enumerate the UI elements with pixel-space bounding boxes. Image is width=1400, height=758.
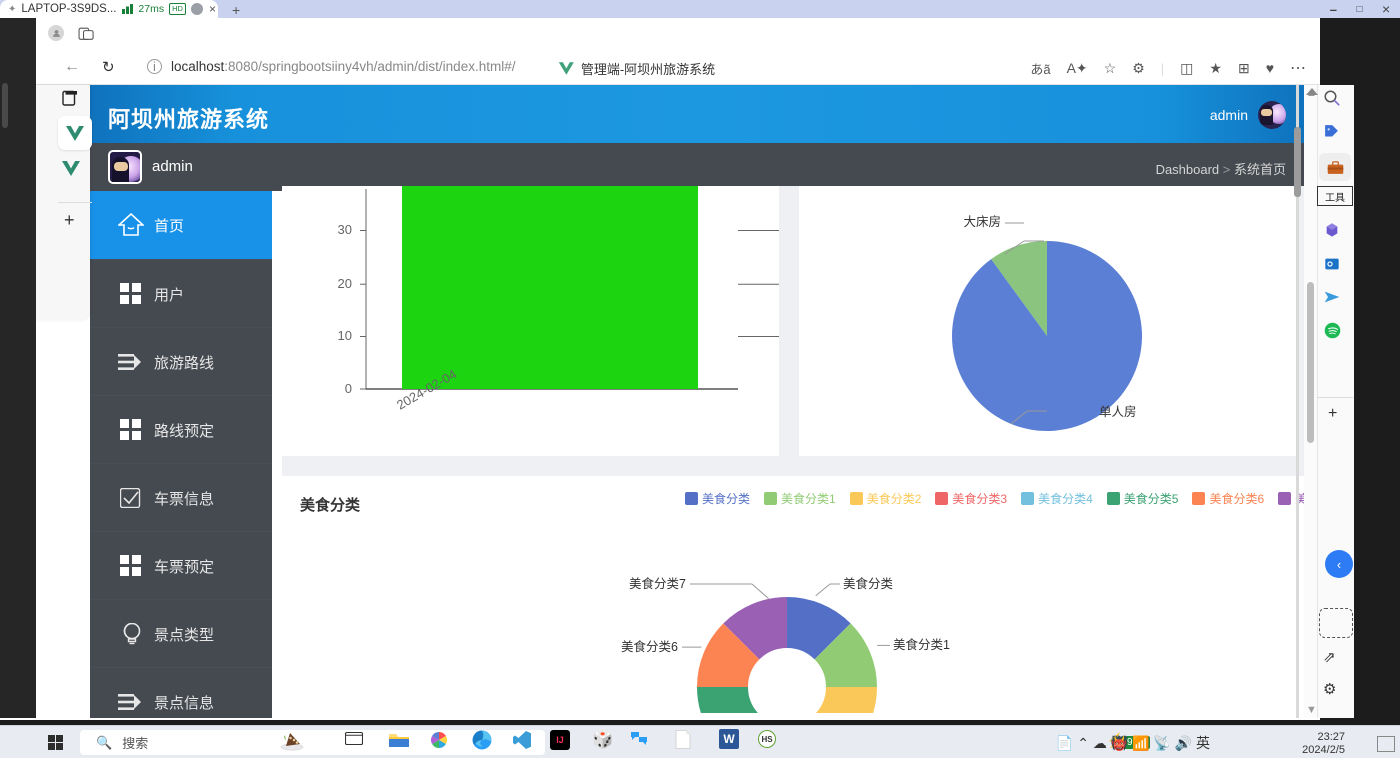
svg-text:单人房: 单人房 — [1099, 404, 1137, 419]
svg-text:美食分类: 美食分类 — [843, 576, 894, 591]
svg-text:美食分类6: 美食分类6 — [621, 639, 678, 654]
svg-text:美食分类1: 美食分类1 — [893, 637, 950, 652]
svg-text:20: 20 — [338, 276, 352, 291]
svg-text:美食分类7: 美食分类7 — [629, 576, 686, 591]
svg-text:大床房: 大床房 — [963, 214, 1001, 229]
svg-text:30: 30 — [338, 222, 352, 237]
svg-text:10: 10 — [338, 328, 352, 343]
svg-text:0: 0 — [345, 381, 352, 396]
